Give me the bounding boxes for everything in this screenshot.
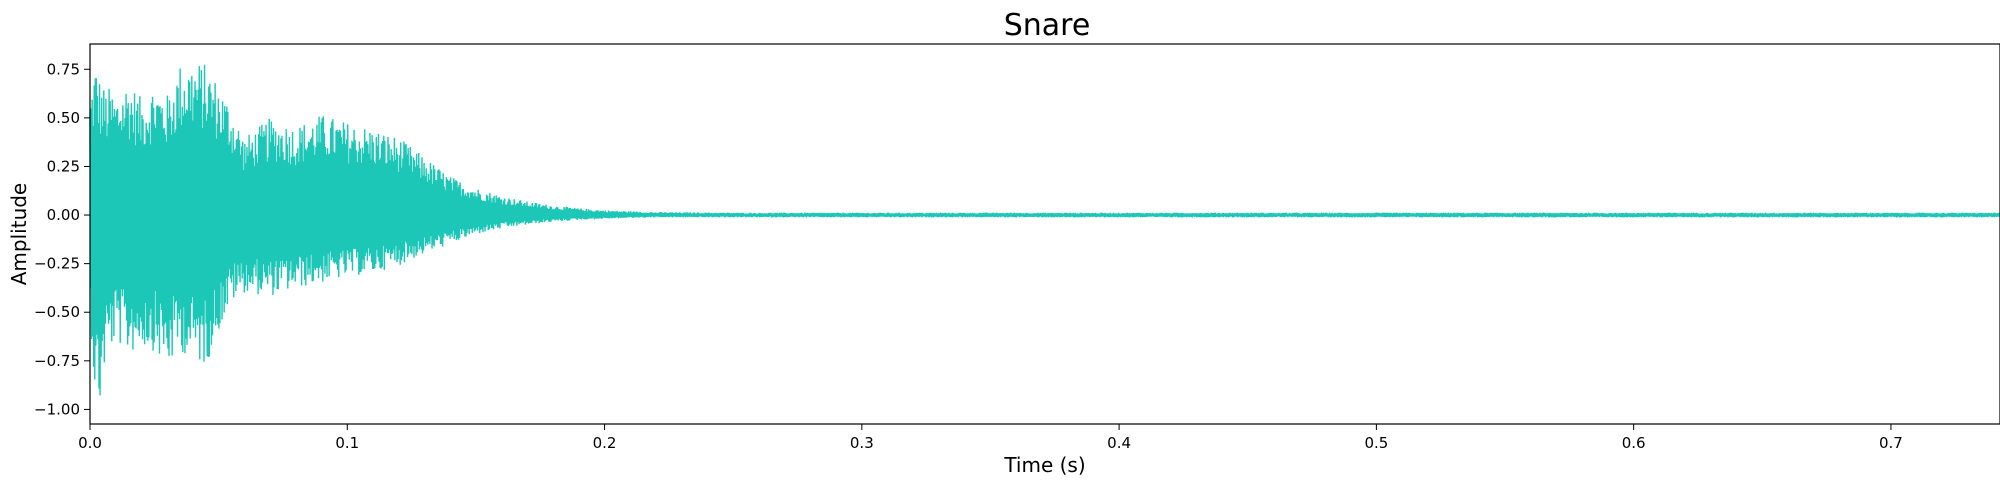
waveform-line [89, 64, 2000, 396]
x-tick-label: 0.6 [1622, 434, 1646, 452]
y-tick-label: 0.50 [47, 109, 80, 127]
y-tick-label: −1.00 [34, 400, 80, 418]
y-axis: 0.75 0.50 0.25 0.00 −0.25 −0.50 −0.75 −1.00 [34, 60, 90, 418]
y-tick-label: −0.50 [34, 303, 80, 321]
y-tick-label: −0.75 [34, 352, 80, 370]
x-tick-label: 0.4 [1107, 434, 1131, 452]
chart-title: Snare [1004, 8, 1091, 43]
x-tick-label: 0.1 [335, 434, 359, 452]
y-tick-label: −0.25 [34, 255, 80, 273]
x-tick-label: 0.0 [78, 434, 102, 452]
x-tick-label: 0.3 [850, 434, 874, 452]
x-tick-label: 0.5 [1364, 434, 1388, 452]
y-tick-label: 0.75 [47, 60, 80, 78]
y-axis-label: Amplitude [7, 183, 31, 286]
y-tick-label: 0.25 [47, 157, 80, 175]
y-tick-label: 0.00 [47, 206, 80, 224]
axes-frame [89, 43, 2000, 425]
x-axis-label: Time (s) [1003, 453, 1085, 477]
plot-area [89, 64, 2000, 396]
x-axis: 0.0 0.1 0.2 0.3 0.4 0.5 0.6 0.7 [78, 424, 1903, 452]
x-tick-label: 0.2 [593, 434, 617, 452]
x-tick-label: 0.7 [1879, 434, 1903, 452]
